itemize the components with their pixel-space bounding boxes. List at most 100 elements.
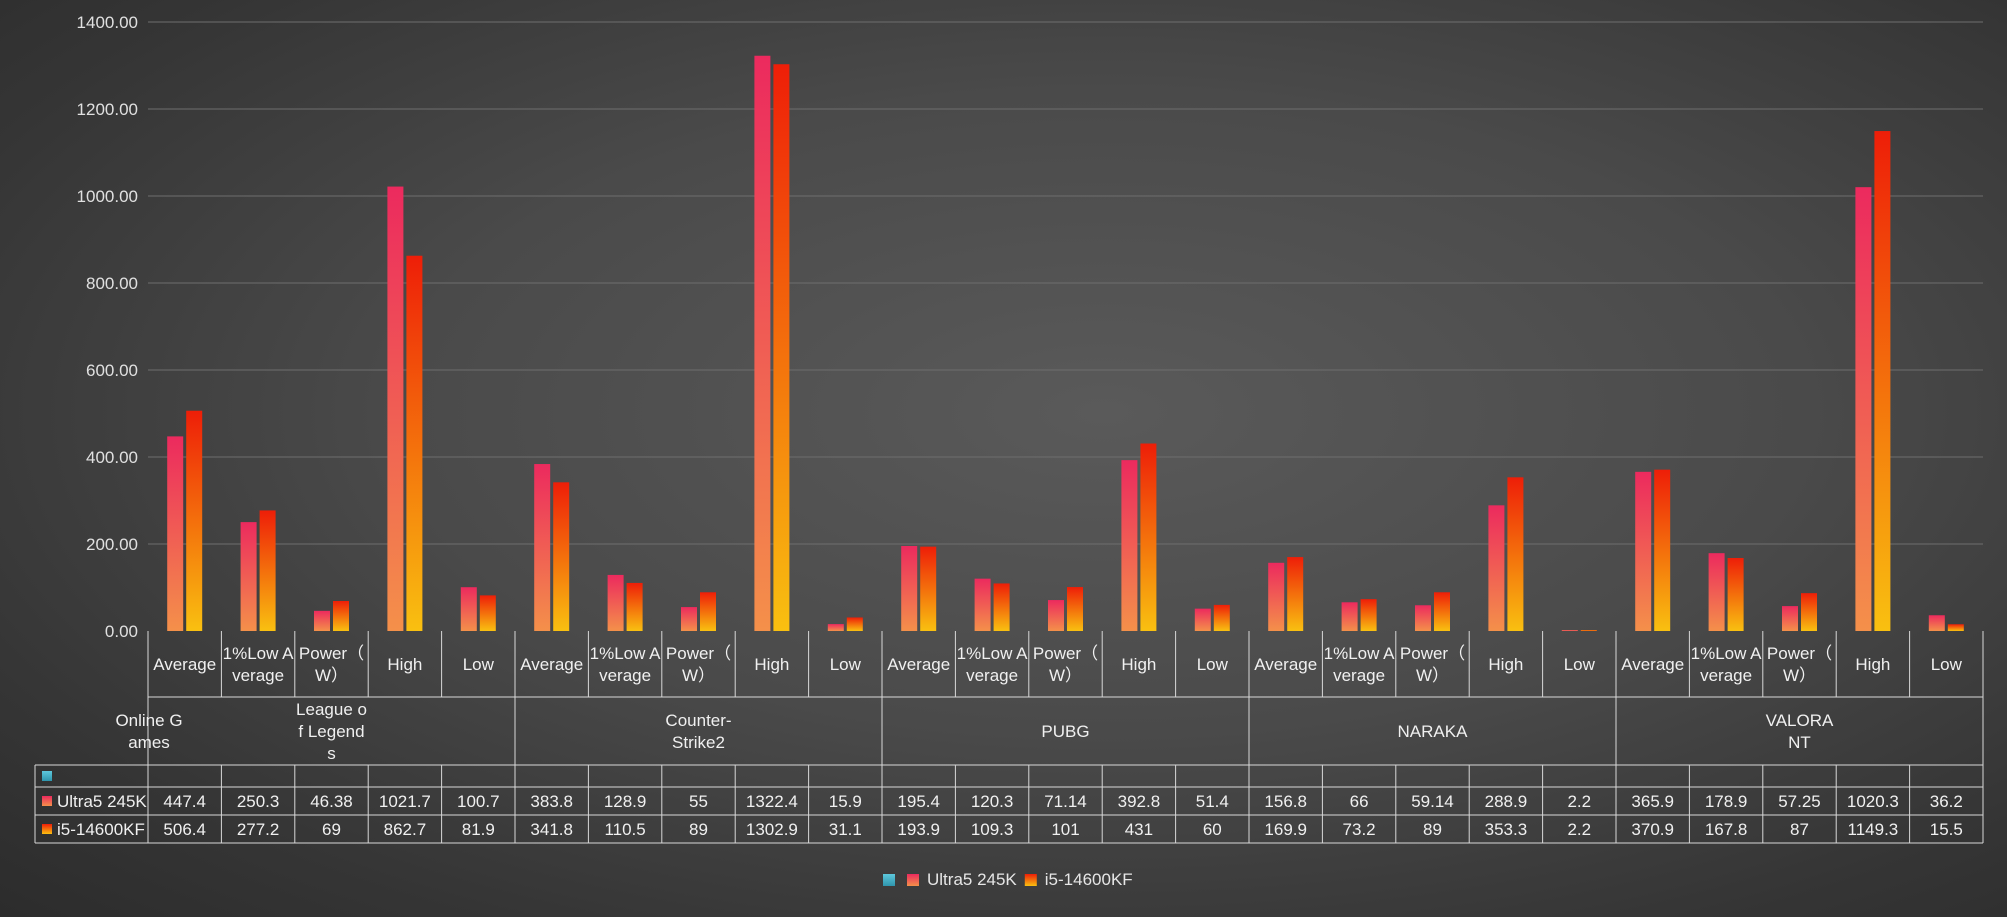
- metric-label: W）: [682, 666, 715, 685]
- bar-i5-14600kf: [1654, 469, 1671, 631]
- value-cell: 353.3: [1485, 820, 1528, 839]
- metric-label: Average: [1254, 655, 1317, 674]
- value-cell: 392.8: [1118, 792, 1161, 811]
- metric-label: verage: [1700, 666, 1752, 685]
- value-cell: 2.2: [1567, 792, 1591, 811]
- value-cell: 81.9: [462, 820, 495, 839]
- value-cell: 178.9: [1705, 792, 1748, 811]
- row-swatch: [42, 771, 52, 781]
- metric-label: High: [1855, 655, 1890, 674]
- group-label: PUBG: [1041, 722, 1089, 741]
- value-cell: 365.9: [1631, 792, 1674, 811]
- bar-ultra5-245k: [240, 522, 257, 631]
- bar-i5-14600kf: [333, 600, 349, 631]
- row-swatch: [42, 824, 52, 834]
- y-tick-label: 600.00: [86, 361, 138, 380]
- value-cell: 73.2: [1343, 820, 1376, 839]
- bar-i5-14600kf: [553, 482, 570, 631]
- legend-swatch: [883, 874, 895, 886]
- value-cell: 31.1: [829, 820, 862, 839]
- bar-i5-14600kf: [773, 64, 790, 631]
- bar-ultra5-245k: [1194, 608, 1211, 631]
- value-cell: 15.9: [829, 792, 862, 811]
- bar-ultra5-245k: [460, 587, 477, 631]
- group-label: NT: [1788, 733, 1811, 752]
- bar-ultra5-245k: [974, 578, 991, 631]
- y-tick-label: 1400.00: [77, 13, 138, 32]
- value-cell: 101: [1051, 820, 1079, 839]
- value-cell: 55: [689, 792, 708, 811]
- value-cell: 288.9: [1485, 792, 1528, 811]
- metric-label: High: [1121, 655, 1156, 674]
- data-table: Average 1%Low A verage Power（ W） High Low Avera…: [34, 631, 1984, 844]
- bars: [167, 55, 1964, 632]
- metric-label: Average: [887, 655, 950, 674]
- legend: Ultra5 245K i5-14600KF: [883, 870, 1133, 889]
- metric-label: Power（: [299, 644, 364, 663]
- value-cell: 1302.9: [746, 820, 798, 839]
- metric-label: W）: [1416, 666, 1449, 685]
- bar-ultra5-245k: [534, 464, 551, 631]
- bar-i5-14600kf: [1580, 630, 1597, 631]
- metric-label: 1%Low A: [1691, 644, 1763, 663]
- bar-i5-14600kf: [1067, 587, 1083, 631]
- metric-label: Low: [1197, 655, 1229, 674]
- value-cell: 59.14: [1411, 792, 1454, 811]
- value-cell: 60: [1203, 820, 1222, 839]
- metric-label: Power（: [1400, 644, 1465, 663]
- y-tick-label: 0.00: [105, 622, 138, 641]
- y-tick-label: 200.00: [86, 535, 138, 554]
- value-cell: 71.14: [1044, 792, 1087, 811]
- group-label: League o: [296, 700, 367, 719]
- group-label: Strike2: [672, 733, 725, 752]
- metric-label: 1%Low A: [1324, 644, 1396, 663]
- value-cell: 57.25: [1778, 792, 1821, 811]
- bar-ultra5-245k: [1415, 605, 1431, 631]
- y-tick-label: 800.00: [86, 274, 138, 293]
- value-cell: 370.9: [1631, 820, 1674, 839]
- metric-label: verage: [599, 666, 651, 685]
- bar-ultra5-245k: [1341, 602, 1358, 631]
- bar-i5-14600kf: [259, 510, 276, 631]
- legend-swatch: [907, 874, 919, 886]
- value-cell: 156.8: [1264, 792, 1307, 811]
- bar-ultra5-245k: [1708, 553, 1725, 631]
- value-cell: 506.4: [163, 820, 206, 839]
- value-cell: 128.9: [604, 792, 647, 811]
- bar-i5-14600kf: [1947, 624, 1964, 631]
- value-cell: 87: [1790, 820, 1809, 839]
- value-cell: 36.2: [1930, 792, 1963, 811]
- metric-label: Average: [1621, 655, 1684, 674]
- value-cell: 109.3: [971, 820, 1014, 839]
- value-cell: 89: [1423, 820, 1442, 839]
- gridlines: [148, 21, 1983, 545]
- bar-ultra5-245k: [754, 55, 771, 632]
- metric-label: Average: [153, 655, 216, 674]
- metric-label: Power（: [1033, 644, 1098, 663]
- metric-label: Low: [463, 655, 495, 674]
- metric-label: verage: [1333, 666, 1385, 685]
- value-cell: 431: [1125, 820, 1153, 839]
- value-cell: 862.7: [384, 820, 427, 839]
- bar-ultra5-245k: [681, 607, 697, 631]
- bar-ultra5-245k: [827, 624, 844, 631]
- bar-i5-14600kf: [993, 583, 1010, 631]
- y-tick-label: 1200.00: [77, 100, 138, 119]
- value-cell: 46.38: [310, 792, 353, 811]
- metric-label: High: [1488, 655, 1523, 674]
- bar-i5-14600kf: [1360, 599, 1377, 631]
- bar-i5-14600kf: [1140, 443, 1157, 631]
- bar-i5-14600kf: [479, 595, 496, 631]
- value-cell: 1149.3: [1848, 820, 1899, 839]
- value-cell: 167.8: [1705, 820, 1748, 839]
- bar-ultra5-245k: [314, 610, 330, 631]
- legend-label: i5-14600KF: [1045, 870, 1133, 889]
- bar-i5-14600kf: [700, 592, 716, 631]
- group-label: NARAKA: [1398, 722, 1469, 741]
- bar-i5-14600kf: [1213, 604, 1230, 631]
- metric-label: 1%Low A: [223, 644, 295, 663]
- bar-ultra5-245k: [607, 574, 624, 631]
- bar-ultra5-245k: [1928, 615, 1945, 631]
- bar-i5-14600kf: [1801, 593, 1817, 631]
- value-cell: 1021.7: [379, 792, 431, 811]
